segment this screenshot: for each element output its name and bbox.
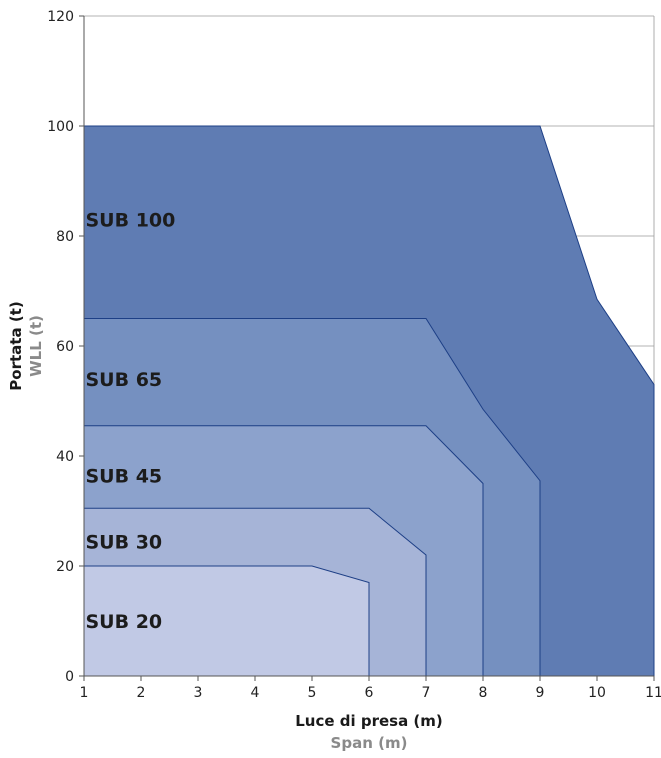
series-areas xyxy=(83,125,655,677)
y-tick-label: 40 xyxy=(56,449,74,465)
x-tick-labels: 1 2 3 4 5 6 7 8 9 10 11 xyxy=(80,676,661,701)
x-axis-label-secondary: Span (m) xyxy=(331,734,408,752)
y-tick-label: 60 xyxy=(56,339,74,355)
x-tick-label: 6 xyxy=(365,685,374,701)
y-axis-label-secondary: WLL (t) xyxy=(27,315,45,377)
y-tick-label: 120 xyxy=(47,9,74,25)
x-tick-label: 2 xyxy=(137,685,146,701)
y-tick-labels: 0 20 40 60 80 100 120 xyxy=(47,9,84,685)
y-tick-label: 80 xyxy=(56,229,74,245)
x-tick-label: 4 xyxy=(251,685,260,701)
x-tick-label: 3 xyxy=(194,685,203,701)
series-label: SUB 45 xyxy=(86,465,163,487)
x-tick-label: 7 xyxy=(422,685,431,701)
x-tick-label: 10 xyxy=(588,685,606,701)
y-tick-label: 20 xyxy=(56,559,74,575)
x-tick-label: 9 xyxy=(536,685,545,701)
x-tick-label: 11 xyxy=(645,685,661,701)
series-label: SUB 30 xyxy=(86,531,163,553)
y-tick-label: 0 xyxy=(65,669,74,685)
series-label: SUB 100 xyxy=(86,210,176,232)
y-tick-label: 100 xyxy=(47,119,74,135)
x-tick-label: 5 xyxy=(308,685,317,701)
x-axis-label: Luce di presa (m) xyxy=(295,712,443,730)
series-label: SUB 20 xyxy=(86,611,163,633)
x-tick-label: 1 xyxy=(80,685,89,701)
x-tick-label: 8 xyxy=(479,685,488,701)
y-axis-label: Portata (t) xyxy=(7,301,25,390)
series-label: SUB 65 xyxy=(86,369,163,391)
series-labels: SUB 100 SUB 65 SUB 45 SUB 30 SUB 20 xyxy=(86,210,176,634)
